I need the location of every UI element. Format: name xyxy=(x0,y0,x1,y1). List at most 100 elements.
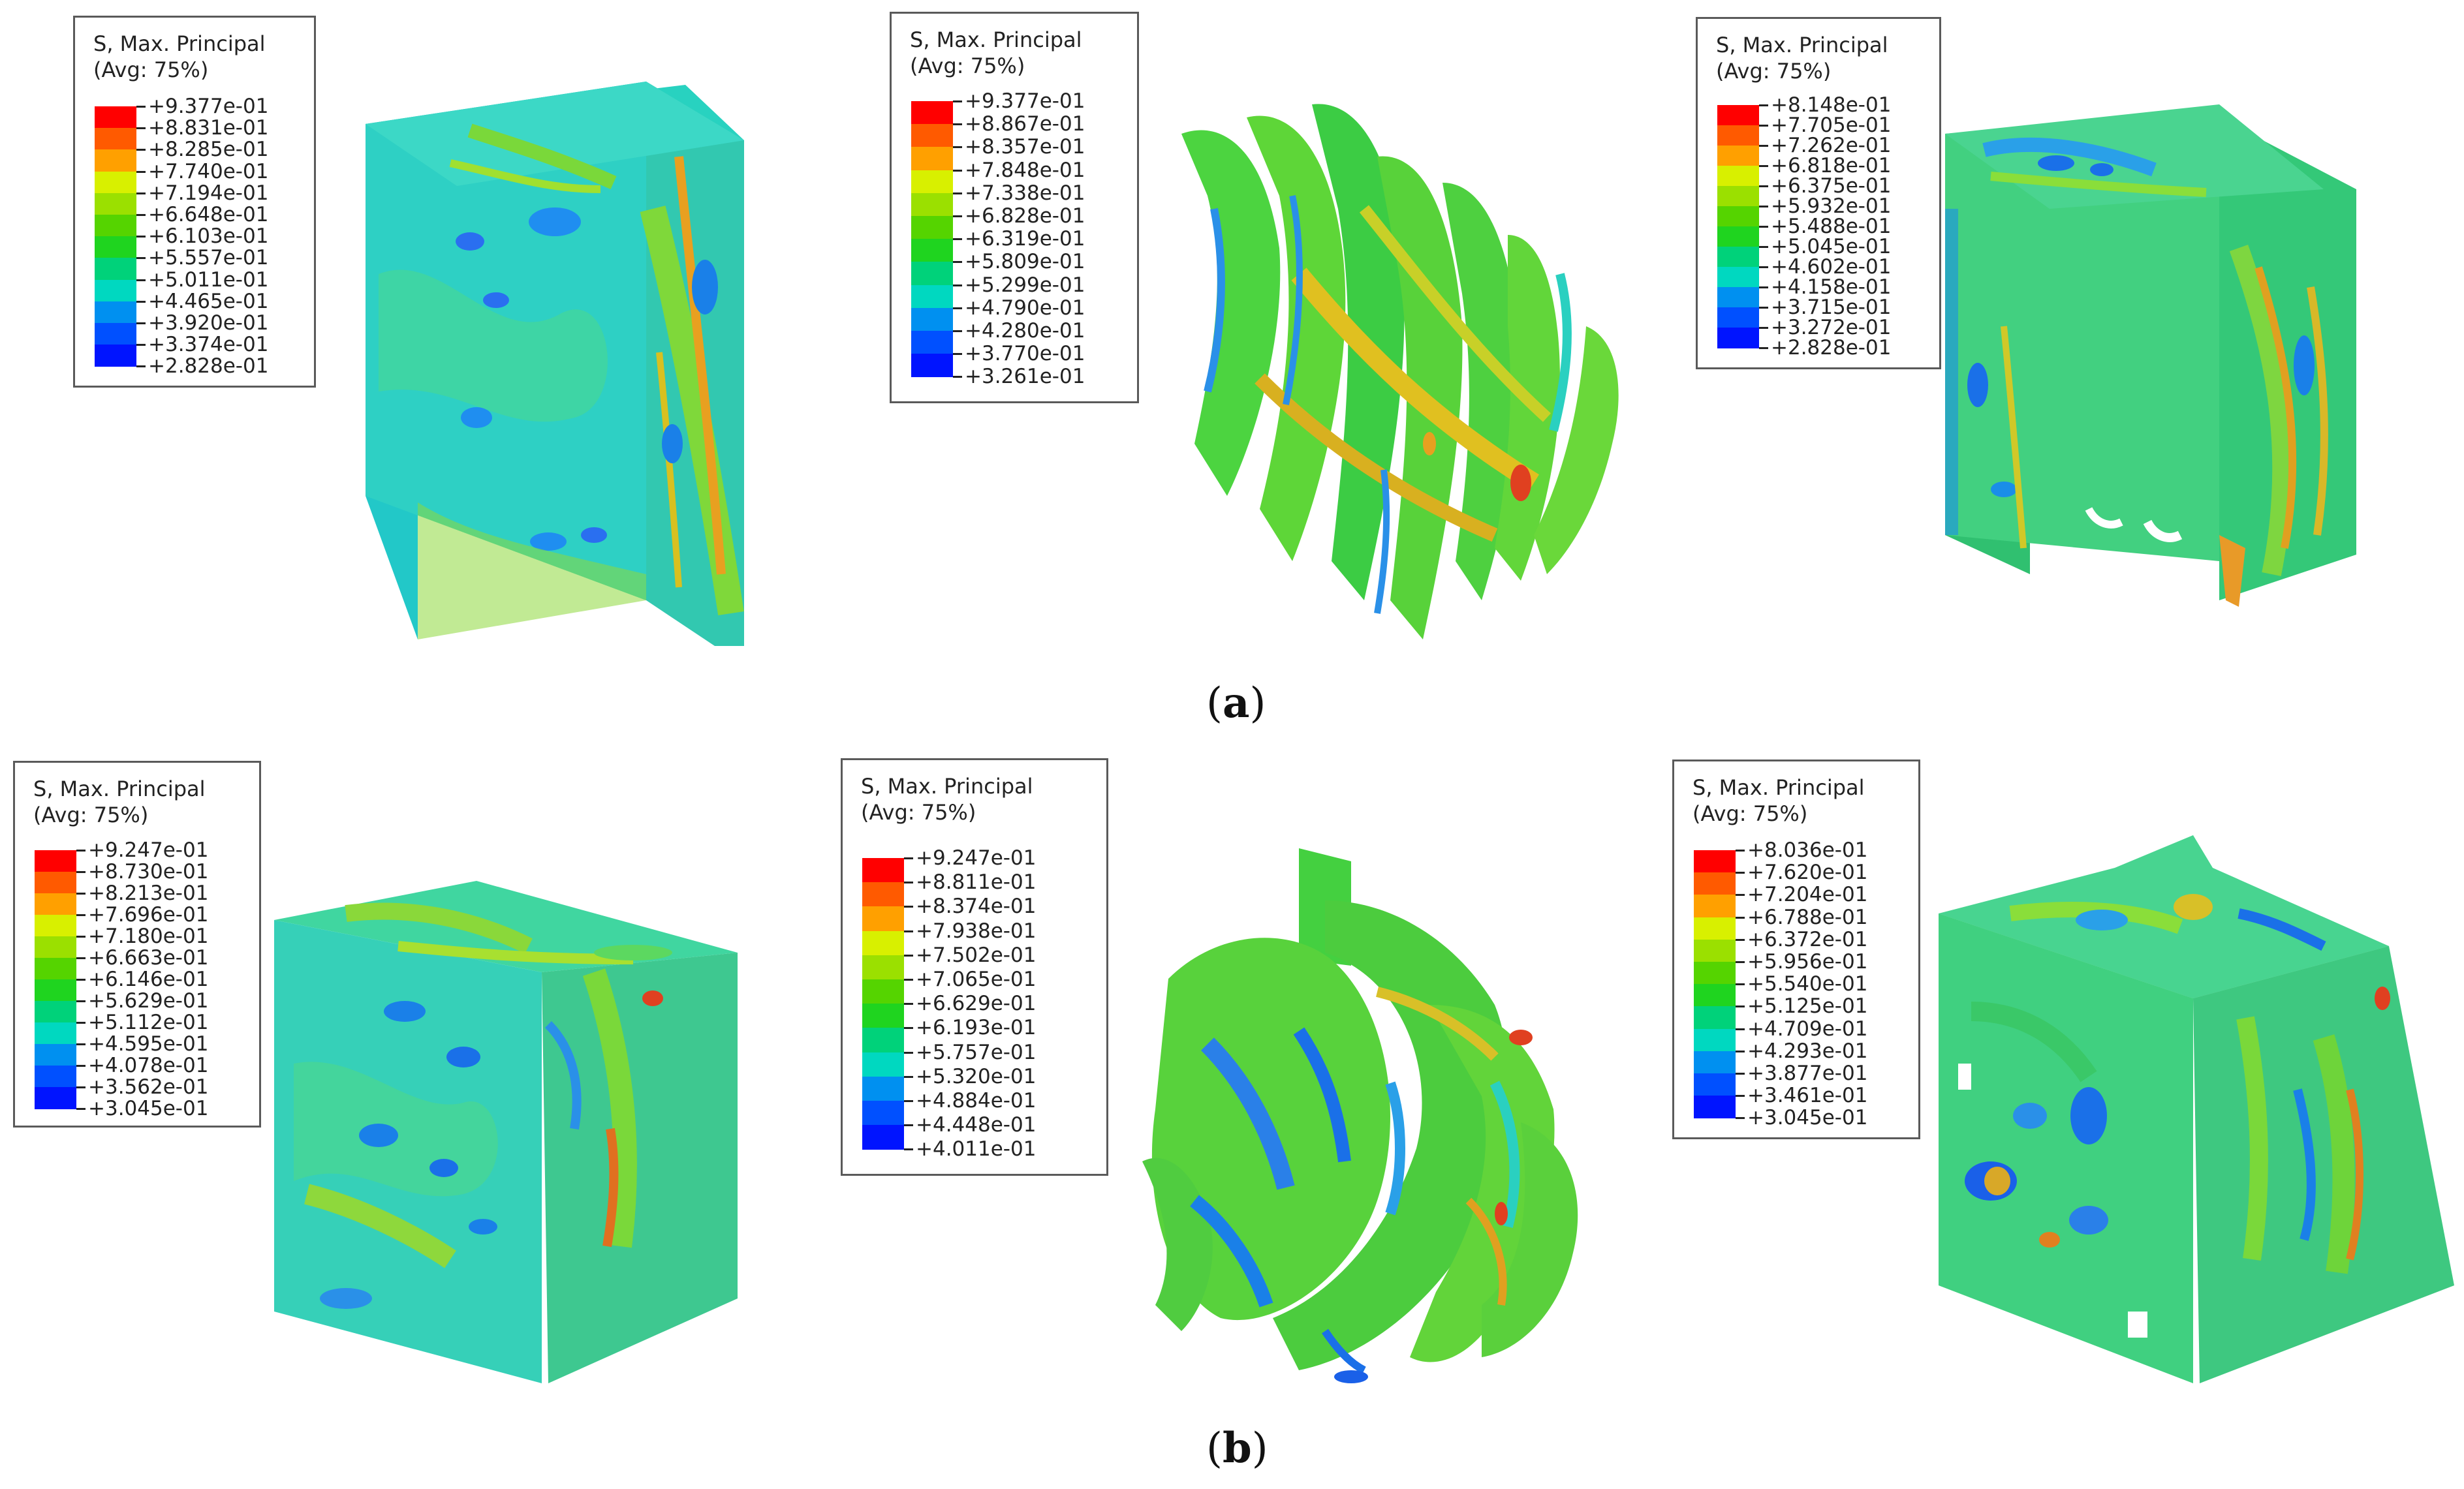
legend-tick xyxy=(1736,916,1745,919)
legend-a1: S, Max. Principal (Avg: 75%) +9.377e-01 +… xyxy=(73,16,316,388)
legend-value: +5.488e-01 xyxy=(1771,215,1892,238)
legend-value: +6.146e-01 xyxy=(88,968,209,991)
legend-value: +8.730e-01 xyxy=(88,860,209,883)
model-fiber-structure-b2 xyxy=(1142,848,1578,1383)
legend-swatch xyxy=(862,930,904,956)
legend-tick xyxy=(953,169,962,172)
legend-tick xyxy=(136,257,146,260)
legend-tick xyxy=(1759,125,1768,127)
legend-tick xyxy=(953,192,962,194)
legend-tick xyxy=(1736,983,1745,986)
legend-value: +6.648e-01 xyxy=(148,203,269,226)
legend-tick xyxy=(1759,286,1768,288)
legend-tick xyxy=(1759,145,1768,147)
legend-swatch xyxy=(1717,146,1759,166)
model-cut-block-b3 xyxy=(1939,835,2454,1383)
legend-value: +6.372e-01 xyxy=(1747,927,1868,951)
legend-swatch xyxy=(862,1125,904,1150)
legend-tick xyxy=(136,322,146,324)
legend-title: S, Max. Principal (Avg: 75%) xyxy=(1692,775,1865,826)
legend-value: +7.848e-01 xyxy=(965,158,1085,182)
legend-value: +8.036e-01 xyxy=(1747,838,1868,862)
legend-swatch xyxy=(862,1101,904,1126)
legend-value: +3.261e-01 xyxy=(965,365,1085,389)
legend-swatch xyxy=(862,1028,904,1053)
legend-tick xyxy=(76,1065,86,1067)
legend-tick xyxy=(904,930,913,932)
legend-value: +2.828e-01 xyxy=(1771,336,1892,360)
legend-value: +4.602e-01 xyxy=(1771,255,1892,279)
legend-value: +3.045e-01 xyxy=(1747,1106,1868,1130)
legend-swatch xyxy=(1694,1028,1736,1052)
legend-tick xyxy=(1736,1005,1745,1008)
legend-swatch xyxy=(911,124,953,147)
legend-tick xyxy=(1736,872,1745,874)
legend-value: +4.790e-01 xyxy=(965,296,1085,320)
legend-value: +6.629e-01 xyxy=(916,992,1037,1016)
legend-tick xyxy=(136,300,146,303)
legend-tick xyxy=(904,1027,913,1030)
legend-tick xyxy=(953,376,962,378)
legend-tick xyxy=(1759,246,1768,248)
legend-tick xyxy=(76,1043,86,1045)
legend-swatch xyxy=(1717,328,1759,348)
legend-swatch xyxy=(1694,962,1736,985)
legend-swatch xyxy=(1717,105,1759,126)
legend-swatch xyxy=(35,915,76,937)
legend-value: +4.448e-01 xyxy=(916,1113,1037,1137)
legend-tick xyxy=(136,170,146,173)
legend-swatch xyxy=(1717,307,1759,328)
legend-value: +6.663e-01 xyxy=(88,946,209,970)
legend-tick xyxy=(136,365,146,368)
legend-tick xyxy=(76,1022,86,1024)
legend-tick xyxy=(136,127,146,130)
legend-tick xyxy=(76,957,86,959)
legend-tick xyxy=(1736,1050,1745,1052)
legend-tick xyxy=(76,1000,86,1002)
legend-swatch xyxy=(862,1004,904,1028)
legend-value: +5.299e-01 xyxy=(965,273,1085,297)
legend-swatch xyxy=(95,345,136,367)
legend-swatch xyxy=(95,171,136,194)
legend-swatch xyxy=(911,147,953,171)
legend-tick xyxy=(1759,104,1768,106)
legend-tick xyxy=(136,236,146,238)
legend-value: +5.629e-01 xyxy=(88,989,209,1013)
legend-tick xyxy=(953,353,962,356)
legend-tick xyxy=(76,914,86,916)
legend-swatch xyxy=(1694,872,1736,895)
legend-title: S, Max. Principal (Avg: 75%) xyxy=(1716,33,1888,84)
legend-swatch xyxy=(1694,1073,1736,1096)
legend-swatch xyxy=(95,236,136,258)
legend-value: +6.375e-01 xyxy=(1771,174,1892,198)
legend-tick xyxy=(136,214,146,216)
legend-swatch xyxy=(862,1076,904,1101)
legend-swatch xyxy=(1717,206,1759,227)
legend-swatch xyxy=(911,239,953,262)
legend-b1: S, Max. Principal (Avg: 75%) +9.247e-01 +… xyxy=(13,761,261,1128)
legend-value: +7.180e-01 xyxy=(88,925,209,948)
legend-value: +7.620e-01 xyxy=(1747,861,1868,885)
legend-value: +8.867e-01 xyxy=(965,112,1085,136)
legend-swatch xyxy=(911,284,953,309)
legend-swatch xyxy=(35,850,76,872)
legend-tick xyxy=(136,344,146,346)
legend-value: +3.461e-01 xyxy=(1747,1084,1868,1108)
legend-value: +3.920e-01 xyxy=(148,311,269,335)
legend-swatch xyxy=(862,1052,904,1077)
legend-tick xyxy=(136,106,146,108)
legend-swatch xyxy=(862,955,904,980)
legend-value: +6.828e-01 xyxy=(965,204,1085,228)
legend-color-bar xyxy=(911,101,953,377)
legend-value: +5.125e-01 xyxy=(1747,994,1868,1019)
legend-swatch xyxy=(35,958,76,980)
legend-swatch xyxy=(35,936,76,959)
legend-tick xyxy=(904,882,913,884)
legend-swatch xyxy=(911,192,953,217)
legend-swatch xyxy=(95,149,136,172)
legend-tick xyxy=(1759,185,1768,187)
legend-swatch xyxy=(35,872,76,894)
legend-tick xyxy=(1736,961,1745,963)
legend-value: +5.956e-01 xyxy=(1747,950,1868,974)
legend-value: +8.148e-01 xyxy=(1771,93,1892,117)
